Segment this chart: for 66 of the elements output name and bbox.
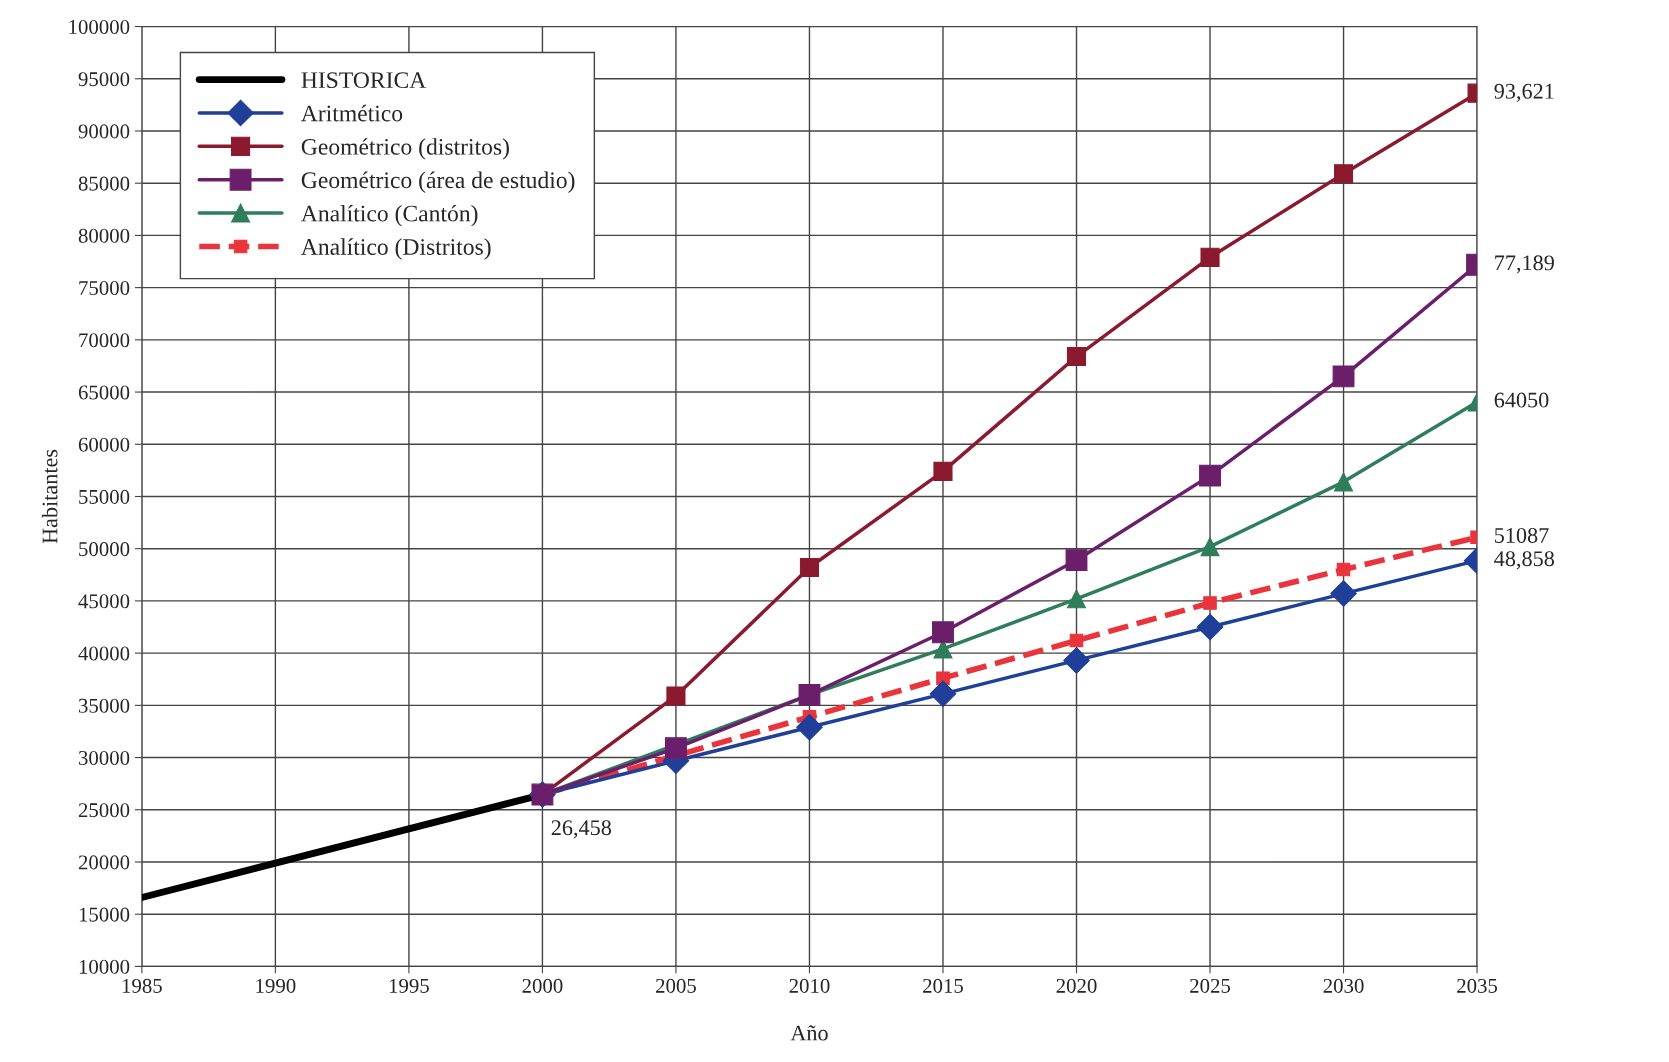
legend-label: Analítico (Cantón) [301,204,478,227]
point [1334,164,1354,184]
point [1330,580,1357,607]
point [799,557,820,578]
y-tick-label: 75000 [79,281,130,296]
y-tick-label: 60000 [78,437,130,452]
point [1196,613,1224,641]
x-tick-label: 2000 [522,978,563,993]
x-axis-title: Año [790,1025,828,1041]
point [1203,596,1217,610]
point [932,621,954,644]
y-tick-label: 45000 [78,594,130,609]
y-tick-label: 90000 [78,124,130,139]
y-tick-label: 50000 [79,542,130,557]
y-tick-label: 20000 [78,855,130,870]
y-tick-label: 10000 [79,959,130,974]
y-tick-label: 100000 [69,19,130,34]
point [796,713,823,741]
x-tick-label: 1990 [256,978,296,993]
data-label: 93,621 [1494,83,1554,102]
point [1065,549,1088,572]
x-tick-label: 2015 [923,978,963,993]
data-label: 48,858 [1494,551,1554,570]
x-tick-label: 2010 [789,978,830,993]
legend-label: Geométrico (distritos) [301,138,509,160]
y-tick-label: 25000 [78,803,130,818]
point [1069,633,1084,648]
data-label: 51087 [1495,527,1549,543]
y-tick-label: 80000 [78,228,130,243]
point [1200,537,1220,557]
y-tick-label: 55000 [79,489,130,504]
y-tick-label: 85000 [78,176,130,191]
x-tick-label: 2020 [1056,978,1097,993]
y-tick-label: 35000 [78,698,130,713]
y-tick-label: 65000 [78,385,130,400]
y-axis-title: Habitantes [41,449,58,544]
point [1336,562,1351,577]
point [1332,365,1355,388]
y-tick-label: 95000 [78,72,130,87]
data-label: 64050 [1494,392,1549,408]
point [1066,347,1087,367]
data-label: 77,189 [1495,255,1554,274]
point [1066,589,1087,609]
point [933,461,953,481]
x-tick-label: 2025 [1190,978,1231,993]
x-tick-label: 1995 [389,978,429,993]
point [1200,247,1220,267]
x-tick-label: 2035 [1457,978,1498,993]
x-tick-label: 2005 [656,978,696,993]
y-tick-label: 40000 [78,646,130,661]
legend-label: Aritmético [301,104,403,122]
point [929,680,957,708]
x-tick-label: 2030 [1323,978,1364,993]
point [1199,464,1221,487]
legend-label: Geométrico (área de estudio) [301,171,575,193]
x-tick-label: 1985 [122,978,162,993]
y-tick-label: 30000 [78,750,130,765]
data-label: 26,458 [551,820,612,839]
point [1063,647,1090,674]
y-tick-label: 15000 [79,907,130,922]
legend-label: HISTORICA [301,72,427,89]
y-tick-label: 70000 [79,333,130,348]
point [666,686,686,706]
legend-label: Analítico (Distritos) [301,238,491,260]
point [665,737,687,760]
point [1334,472,1354,492]
